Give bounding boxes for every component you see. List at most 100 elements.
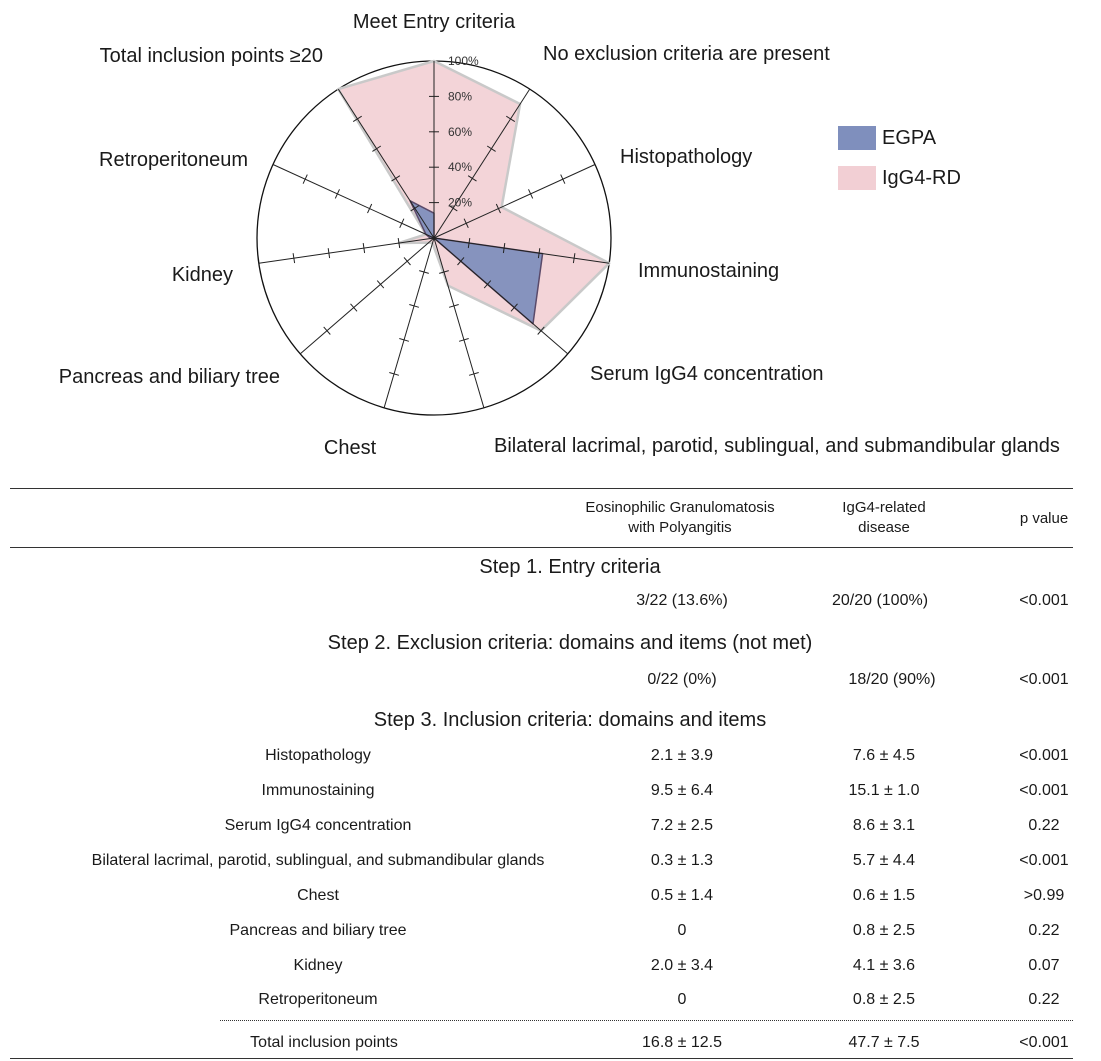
- axis-label: Pancreas and biliary tree: [59, 366, 280, 388]
- legend-swatch-igg4: [838, 166, 876, 190]
- radar-tick-mark: [352, 115, 362, 123]
- step1-igg4: 20/20 (100%): [831, 592, 929, 609]
- radar-tick-mark: [537, 248, 541, 259]
- radar-tick-mark: [302, 174, 308, 184]
- row-p: 0.22: [1028, 817, 1060, 834]
- radar-spoke: [299, 237, 435, 355]
- row-label: Serum IgG4 concentration: [224, 817, 412, 834]
- row-p: 0.22: [1028, 991, 1060, 1008]
- radar-spoke: [433, 164, 596, 239]
- radar-spoke: [383, 237, 435, 408]
- row-igg4: 0.6 ± 1.5: [852, 887, 916, 904]
- radar-tick-mark: [389, 372, 400, 376]
- radar-tick-mark: [397, 238, 401, 249]
- tick-label: 20%: [448, 196, 472, 210]
- radar-tick-mark: [350, 303, 358, 312]
- step2-igg4: 18/20 (90%): [848, 671, 936, 688]
- row-label: Retroperitoneum: [258, 991, 378, 1008]
- radar-chart: 20% 40% 60% 80% 100% Meet Entry criteria No ex…: [59, 11, 1060, 459]
- radar-tick-mark: [572, 253, 576, 264]
- header-igg4: IgG4-related disease: [842, 498, 925, 538]
- row-igg4: 8.6 ± 3.1: [852, 817, 916, 834]
- step3-title: Step 3. Inclusion criteria: domains and …: [373, 709, 767, 731]
- row-p: <0.001: [1019, 747, 1069, 764]
- row-p: >0.99: [1023, 887, 1065, 904]
- radar-tick-mark: [495, 203, 501, 214]
- table-top-rule: [10, 488, 1073, 489]
- row-igg4: 0.8 ± 2.5: [852, 991, 916, 1008]
- axis-label: Bilateral lacrimal, parotid, sublingual,…: [494, 435, 1060, 457]
- legend-label-egpa: EGPA: [882, 126, 937, 149]
- row-egpa: 7.2 ± 2.5: [650, 817, 714, 834]
- radar-tick-mark: [391, 175, 401, 182]
- axis-label: No exclusion criteria are present: [543, 43, 830, 65]
- row-igg4: 5.7 ± 4.4: [852, 852, 916, 869]
- row-label: Pancreas and biliary tree: [229, 922, 407, 939]
- row-label: Histopathology: [265, 747, 371, 764]
- radar-tick-mark: [362, 243, 366, 254]
- radar-tick-mark: [528, 189, 534, 199]
- radar-tick-mark: [448, 205, 458, 212]
- axis-label: Total inclusion points ≥20: [100, 45, 323, 67]
- radar-tick-mark: [537, 326, 545, 335]
- axis-label: Serum IgG4 concentration: [590, 363, 823, 385]
- radar-spoke: [433, 237, 485, 408]
- row-p: 0.07: [1028, 957, 1060, 974]
- radar-spoke: [433, 88, 531, 239]
- radar-tick-mark: [458, 338, 469, 342]
- radar-spoke: [258, 237, 435, 264]
- header-egpa: Eosinophilic Granulomatosis with Polyang…: [585, 498, 774, 538]
- radar-tick-mark: [367, 203, 373, 214]
- step2-title: Step 2. Exclusion criteria: domains and …: [327, 632, 813, 654]
- row-label: Bilateral lacrimal, parotid, sublingual,…: [91, 852, 545, 869]
- row-egpa: 2.1 ± 3.9: [650, 747, 714, 764]
- row-igg4: 15.1 ± 1.0: [848, 782, 920, 799]
- radar-tick-mark: [483, 280, 492, 289]
- legend-item-igg4: IgG4-RD: [838, 160, 961, 196]
- row-label: Chest: [297, 887, 339, 904]
- step1-egpa: 3/22 (13.6%): [636, 592, 728, 609]
- radar-tick-mark: [463, 218, 469, 229]
- row-egpa: 9.5 ± 6.4: [650, 782, 714, 799]
- header-egpa-line2: with Polyangitis: [628, 519, 732, 536]
- step1-p: <0.001: [1019, 592, 1069, 609]
- radar-tick-mark: [410, 205, 420, 212]
- legend: EGPA IgG4-RD: [838, 120, 961, 200]
- header-igg4-line1: IgG4-related: [842, 499, 926, 516]
- radar-axis-labels: 20% 40% 60% 80% 100% Meet Entry criteria No ex…: [59, 11, 1060, 459]
- header-bottom-rule: [10, 547, 1073, 548]
- tick-label: 100%: [448, 54, 479, 68]
- radar-tick-mark: [448, 304, 459, 308]
- axis-label: Histopathology: [620, 146, 752, 168]
- radar-tick-mark: [467, 175, 477, 182]
- row-p: 0.22: [1028, 922, 1060, 939]
- radar-tick-mark: [403, 257, 411, 266]
- radar-tick-mark: [323, 326, 331, 335]
- header-egpa-line1: Eosinophilic Granulomatosis: [585, 499, 775, 516]
- radar-tick-mark: [468, 372, 479, 376]
- radar-spoke: [433, 237, 610, 264]
- total-igg4: 47.7 ± 7.5: [848, 1034, 920, 1051]
- radar-tick-mark: [510, 303, 518, 312]
- legend-swatch-egpa: [838, 126, 876, 150]
- legend-label-igg4: IgG4-RD: [882, 166, 961, 189]
- radar-tick-mark: [372, 145, 382, 152]
- row-p: <0.001: [1019, 782, 1069, 799]
- row-egpa: 0.3 ± 1.3: [650, 852, 714, 869]
- radar-tick-mark: [292, 253, 296, 264]
- axis-label: Immunostaining: [638, 260, 779, 282]
- header-igg4-line2: disease: [858, 519, 910, 536]
- radar-tick-mark: [327, 248, 331, 259]
- radar-tick-mark: [457, 257, 465, 266]
- radar-spoke: [272, 164, 435, 239]
- radar-tick-mark: [399, 338, 410, 342]
- step2-p: <0.001: [1019, 671, 1069, 688]
- row-egpa: 0.5 ± 1.4: [650, 887, 714, 904]
- row-egpa: 2.0 ± 3.4: [650, 957, 714, 974]
- radar-tick-mark: [409, 304, 420, 308]
- table-bottom-rule: [10, 1058, 1073, 1059]
- total-p: <0.001: [1019, 1034, 1069, 1051]
- row-egpa: 0: [677, 922, 687, 939]
- tick-label: 40%: [448, 160, 472, 174]
- tick-label: 80%: [448, 89, 472, 103]
